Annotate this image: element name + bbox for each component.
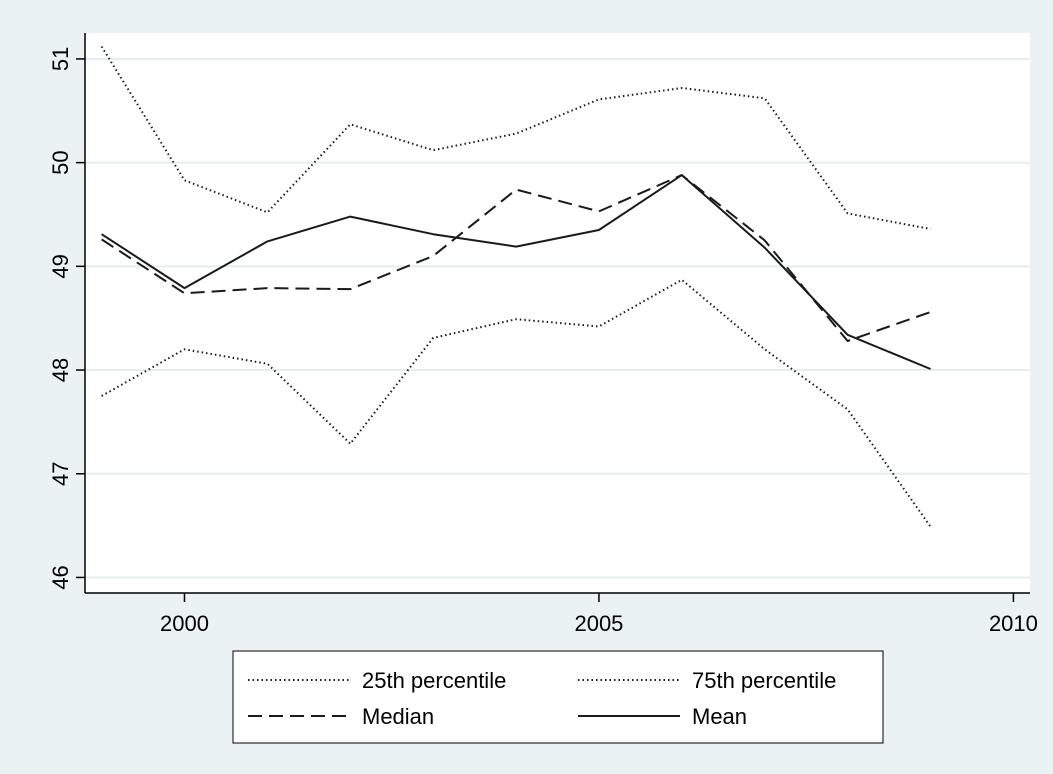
plot-background [85, 33, 1030, 593]
x-tick-label: 2010 [989, 611, 1038, 636]
y-axis-ticks: 46 47 48 49 50 51 [48, 47, 85, 590]
legend-label-75th-percentile: 75th percentile [692, 668, 836, 693]
series-line-75th-percentile [100, 45, 931, 230]
data-series [100, 45, 932, 528]
x-tick-label: 2000 [160, 611, 209, 636]
series-line-median [101, 174, 931, 342]
y-tick-label: 48 [48, 358, 73, 382]
y-tick-label: 49 [48, 254, 73, 278]
series-line-25th-percentile [101, 278, 932, 528]
y-tick-label: 46 [48, 565, 73, 589]
series-line-mean [101, 174, 931, 370]
legend-label-mean: Mean [692, 704, 747, 729]
legend-label-25th-percentile: 25th percentile [362, 668, 506, 693]
legend-label-median: Median [362, 704, 434, 729]
gridlines [85, 57, 1030, 579]
y-tick-label: 47 [48, 461, 73, 485]
legend-box [232, 650, 884, 744]
x-tick-label: 2005 [574, 611, 623, 636]
y-tick-label: 50 [48, 150, 73, 174]
legend: 25th percentile 75th percentile Median M… [232, 650, 884, 744]
y-tick-label: 51 [48, 47, 73, 71]
x-axis-ticks: 2000 2005 2010 [160, 593, 1038, 636]
